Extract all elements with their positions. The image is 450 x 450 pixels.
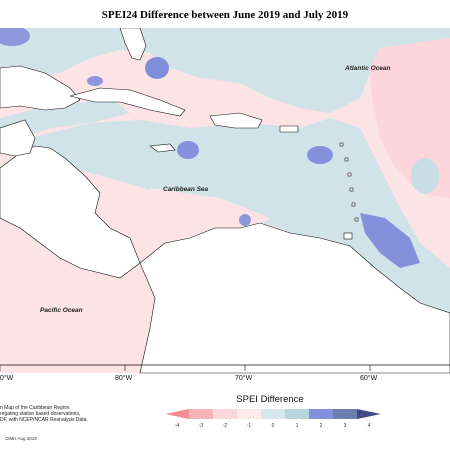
legend-swatch — [285, 409, 309, 419]
landmass-south-america — [139, 222, 450, 374]
legend-swatch — [333, 409, 357, 419]
anomaly-spot-guiana — [360, 213, 420, 268]
landmass-yucatan — [0, 119, 36, 157]
landmass-north-america — [0, 65, 81, 111]
map-caption: n Map of the Caribbean Region regating s… — [0, 405, 120, 424]
anomaly-spot-aruba — [239, 214, 251, 226]
atlantic-ocean-label: Atlantic Ocean — [344, 65, 391, 72]
anomaly-band-north — [0, 28, 450, 113]
anomaly-spot-nw — [0, 28, 30, 46]
anomaly-band-west — [0, 98, 130, 143]
lon-label-70w: 70°W — [235, 374, 253, 382]
anomaly-spot-bahamas — [145, 57, 169, 79]
landmass-central-america — [0, 145, 141, 279]
anomaly-spot-puertorico — [307, 146, 333, 164]
anomaly-spot-hispaniola — [177, 141, 199, 159]
map-title: SPEI24 Difference between June 2019 and … — [101, 9, 349, 21]
legend-tick-label: -3 — [199, 423, 204, 429]
legend-tick-label: -2 — [223, 423, 228, 429]
legend-title: SPEI Difference — [236, 394, 304, 405]
credit-text: CIMH Aug 2019 — [5, 436, 37, 441]
legend-tick-label: 1 — [296, 423, 299, 429]
lon-label-60w: 60°W — [360, 374, 378, 382]
legend-tick-label: -4 — [175, 423, 180, 429]
legend-swatch — [189, 409, 213, 419]
legend-tick-label: 0 — [272, 423, 275, 429]
legend-colorbar: -4 -3 -2 -1 0 1 2 3 4 — [165, 409, 381, 429]
caption-line-3: DF, with NCEP/NCAR Reanalysis Data. — [0, 417, 88, 424]
legend-tick-label: -1 — [247, 423, 252, 429]
caption-line-1: n Map of the Caribbean Region — [0, 405, 70, 411]
lesser-antilles — [339, 142, 359, 240]
anomaly-pink-ne — [370, 38, 450, 198]
legend-tick-label: 4 — [368, 423, 371, 429]
landmass-puerto-rico — [279, 125, 299, 133]
caribbean-sea-label: Caribbean Sea — [163, 186, 209, 193]
legend-swatch — [261, 409, 285, 419]
legend-swatch — [309, 409, 333, 419]
legend-swatch — [237, 409, 261, 419]
landmass-jamaica — [149, 143, 176, 153]
landmass-cuba — [69, 87, 186, 117]
anomaly-spot-east — [411, 158, 439, 194]
legend-swatch — [357, 409, 381, 419]
landmass-florida — [119, 28, 147, 61]
lon-grid — [0, 365, 371, 371]
caption-line-2: regating station based observations, — [0, 411, 81, 418]
caribbean-map: Atlantic Ocean Caribbean Sea Pacific Oce… — [0, 28, 450, 382]
legend-swatch — [165, 409, 189, 419]
legend-tick-label: 2 — [320, 423, 323, 429]
anomaly-spot-cuba — [87, 76, 103, 86]
legend-tick-label: 3 — [344, 423, 347, 429]
pacific-ocean-label: Pacific Ocean — [40, 307, 83, 314]
landmass-hispaniola — [209, 112, 263, 129]
lon-label-80w: 80°W — [115, 374, 133, 382]
legend-swatch — [213, 409, 237, 419]
lon-label-90w: 90°W — [0, 374, 14, 382]
anomaly-band-central — [30, 118, 450, 348]
